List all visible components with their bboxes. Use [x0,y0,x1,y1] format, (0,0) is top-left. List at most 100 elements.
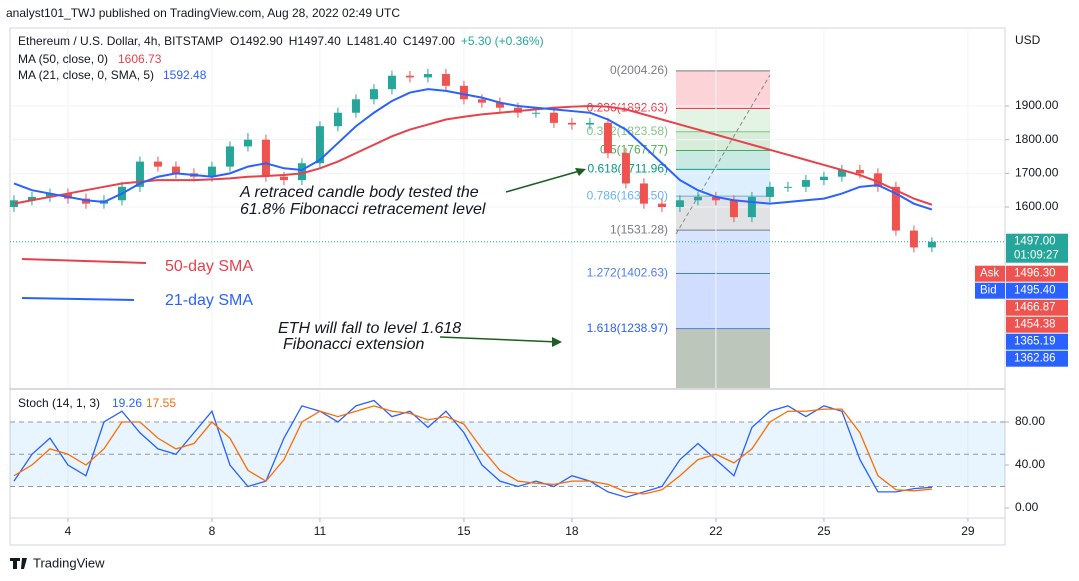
series-line [13,105,933,206]
side-tag-label: 1466.87 [1014,302,1056,314]
fib-tail-zone [676,328,770,388]
ohlc-value: H1497.40 [289,34,341,48]
candle-body [45,193,54,197]
candle-body [495,102,504,108]
ohlc-legend: O1492.90 H1497.40 L1481.40 C1497.00 +5.30 (+… [230,34,544,48]
y-tick-label: 0.00 [1015,500,1039,514]
candle-body [549,112,558,123]
side-tag-bg [1006,350,1068,367]
candle-body [729,200,738,218]
candle-body [387,75,396,90]
fib-trend-line [675,74,771,235]
ma50-name: MA (50, close, 0) [18,52,108,66]
side-tag-name: Bid [980,285,997,297]
candle-body [135,161,144,187]
candle-body [837,169,846,177]
candle-body [819,176,828,181]
side-tag-name-bg [975,282,1005,299]
legend: Ethereum / U.S. Dollar, 4h, BITSTAMP O14… [18,34,544,410]
publish-line: analyst101_TWJ published on TradingView.… [6,6,400,20]
series-line [13,88,933,211]
annotation: 50-day SMA [165,258,253,275]
y-tick-label: 1600.00 [1015,199,1059,213]
fib-level-label: 1.618(1238.97) [587,321,668,335]
annotation: Fibonacci extension [283,336,425,353]
candle-body [459,85,468,100]
ma21-value: 1592.48 [163,68,207,82]
side-tag-bg [1006,299,1068,316]
arrow [505,169,584,193]
arrow-head [575,168,586,176]
x-tick-label: 18 [565,524,579,538]
side-tag-bg [1006,265,1068,282]
candle-body [333,112,342,127]
candle-body [711,196,720,201]
series-line [13,405,932,495]
stoch-k-value: 19.26 [112,396,142,410]
candle-body [657,203,666,208]
candle-body [675,200,684,208]
annotation: 21-day SMA [165,292,253,309]
candle-body [639,183,648,204]
ohlc-value: L1481.40 [347,34,397,48]
candle-body [441,74,450,86]
ohlc-value: O1492.90 [230,34,283,48]
candle-body [801,180,810,187]
candle-body [891,186,900,231]
candle-body [297,163,306,181]
candle-body [855,169,864,174]
x-tick-label: 4 [65,524,72,538]
fib-level-label: 0(2004.26) [610,63,668,77]
fib-zone [676,131,770,151]
candle-body [243,139,252,147]
brand-name: TradingView [33,555,105,570]
plot [9,28,1005,518]
arrow-head [552,337,562,347]
fib-level-label: 1(1531.28) [610,222,668,236]
arrow [439,336,559,343]
last-price-tag [1006,233,1068,263]
side-tag-label: 1362.86 [1014,353,1056,365]
x-tick-label: 25 [817,524,831,538]
candle-body [153,161,162,167]
candle-body [621,153,630,184]
candle-body [909,230,918,248]
candle-body [351,99,360,113]
fib-zone [676,108,770,132]
fib-level-label: 0.786(1632.50) [587,188,668,202]
candle-body [927,241,936,248]
annotation: A retraced candle body tested the [239,184,479,201]
y-tick-label: 80.00 [1015,414,1045,428]
fib-zone [676,230,770,274]
fib-zone [676,273,770,329]
candle-body [783,186,792,188]
x-tick-label: 15 [457,524,471,538]
candle-body [423,74,432,78]
candle-body [315,126,324,164]
brand-logo [10,558,27,569]
candle-body [27,196,36,201]
candle-body [261,139,270,177]
candle-body [279,176,288,181]
ma50-value: 1606.73 [118,52,162,66]
candle-body [171,166,180,174]
side-tag-bg [1006,333,1068,350]
fib-level-label: 0.236(1892.63) [587,101,668,115]
brand: TradingView [10,555,105,570]
candle-body [765,186,774,197]
currency-label: USD [1015,33,1041,47]
x-tick-label: 22 [709,524,723,538]
annotation: 61.8% Fibonacci retracement level [240,201,486,218]
stoch-d-value: 17.55 [146,396,176,410]
countdown-label: 01:09:27 [1014,250,1059,262]
candle-body [747,196,756,218]
side-tag-name: Ask [980,268,999,280]
ohlc-value: +5.30 (+0.36%) [461,34,544,48]
y-tick-label: 1700.00 [1015,166,1059,180]
stoch-title: Stoch (14, 1, 3) [18,396,100,410]
side-tag-bg [1006,282,1068,299]
annotations: A retraced candle body tested the 61.8% … [21,168,586,353]
fib-zone [676,70,770,109]
